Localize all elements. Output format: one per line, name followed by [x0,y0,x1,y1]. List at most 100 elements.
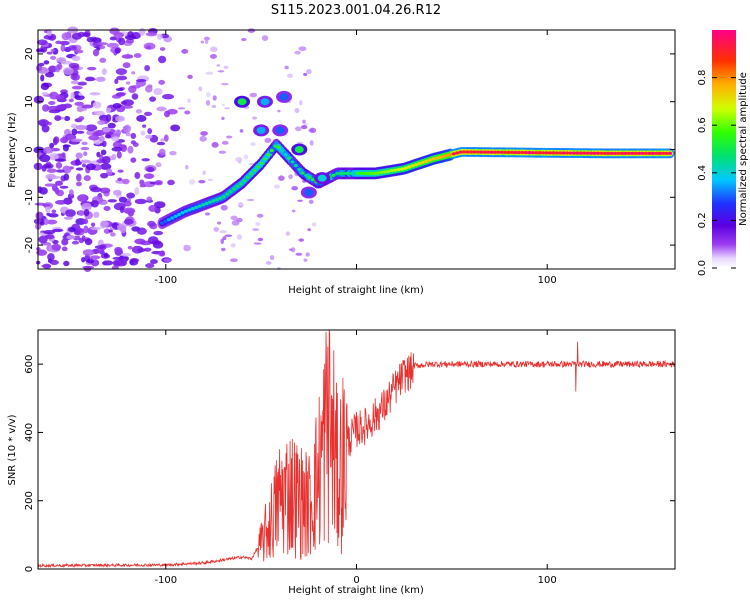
noise-speck [146,196,153,202]
ridge-core [513,150,518,155]
ridge-core [338,171,343,175]
ridge-core [201,203,206,207]
ridge-core [166,218,171,222]
ridge-core [204,201,209,206]
noise-speck [261,35,269,41]
noise-speck [57,94,65,100]
noise-speck [102,127,111,133]
noise-speck [221,104,225,107]
noise-speck [33,95,45,104]
ridge-core [475,150,480,154]
noise-speck [217,70,225,73]
noise-speck [85,163,96,171]
noise-speck [101,140,107,148]
noise-speck [83,209,90,217]
ridge-core [218,196,223,200]
ridge-core [262,157,267,161]
ridge-core [465,150,470,154]
ridge-core [654,151,659,155]
noise-speck [223,65,229,69]
noise-speck [253,242,262,245]
noise-speck [55,162,63,169]
snr-y-axis-label: SNR (10 * v/v) [7,414,18,485]
ridge-core [180,211,185,215]
noise-speck [68,98,74,103]
ridge-core [190,207,195,211]
noise-speck [118,196,128,203]
noise-speck [211,141,219,148]
noise-speck [221,116,225,121]
ridge-core [537,151,542,155]
noise-speck [297,199,303,202]
noise-speck [257,237,264,242]
ridge-core [568,151,573,155]
noise-speck [205,71,214,75]
y-tick-label: 10 [24,95,35,108]
noise-speck [86,258,95,264]
noise-speck [45,205,51,214]
colorbar: 0.0 0.2 0.4 0.6 0.8 Normalized spectral ampl… [697,30,749,276]
noise-speck [98,45,106,50]
ridge-core [578,151,583,155]
noise-speck [205,99,211,106]
noise-speck [46,212,51,216]
noise-speck [49,153,59,161]
snr-x-axis-label: Height of straight line (km) [288,585,424,596]
noise-speck [153,230,164,236]
noise-speck [284,65,289,70]
noise-speck [107,42,119,48]
noise-speck [308,199,314,204]
noise-speck [97,120,106,126]
noise-speck [112,256,124,260]
ridge-core [609,151,614,155]
noise-speck [224,234,233,238]
noise-speck [250,142,256,147]
colorbar-tick-label: 0.2 [697,212,708,228]
noise-speck [156,33,163,40]
noise-speck [135,79,147,83]
ridge-core [400,167,405,171]
noise-speck [177,107,186,110]
noise-speck [122,99,134,107]
noise-speck [123,124,132,133]
ridge-core [393,168,398,172]
noise-speck [42,104,50,112]
noise-speck [136,227,147,235]
noise-speck [162,93,175,100]
noise-speck [101,68,107,75]
spectrogram-x-axis-label: Height of straight line (km) [288,285,424,296]
noise-speck [100,163,112,170]
noise-speck [115,92,126,97]
noise-speck [122,62,131,69]
ridge-core [345,171,350,175]
noise-speck [152,241,164,249]
noise-speck [130,258,139,263]
noise-speck [115,87,124,92]
ridge-core [431,157,436,161]
noise-speck [126,192,136,199]
ridge-core [389,169,394,173]
noise-speck [311,222,317,227]
noise-speck [39,221,45,226]
ridge-core [245,175,250,179]
noise-speck [92,48,100,57]
ridge-core [441,154,446,158]
noise-speck [206,91,211,98]
noise-speck [50,48,56,53]
noise-speck [123,207,136,215]
ridge-core [492,150,497,154]
noise-speck [163,134,169,142]
noise-speck [287,73,294,78]
noise-speck [143,111,153,117]
noise-speck [294,108,300,114]
noise-speck [51,209,57,214]
ridge-core [606,151,611,155]
noise-speck [154,201,166,209]
noise-speck [136,115,147,122]
noise-speck [117,169,124,173]
noise-speck [37,186,43,194]
noise-speck [145,32,158,37]
ridge-core [304,173,309,177]
ridge-core [266,153,271,157]
noise-speck [294,126,302,132]
